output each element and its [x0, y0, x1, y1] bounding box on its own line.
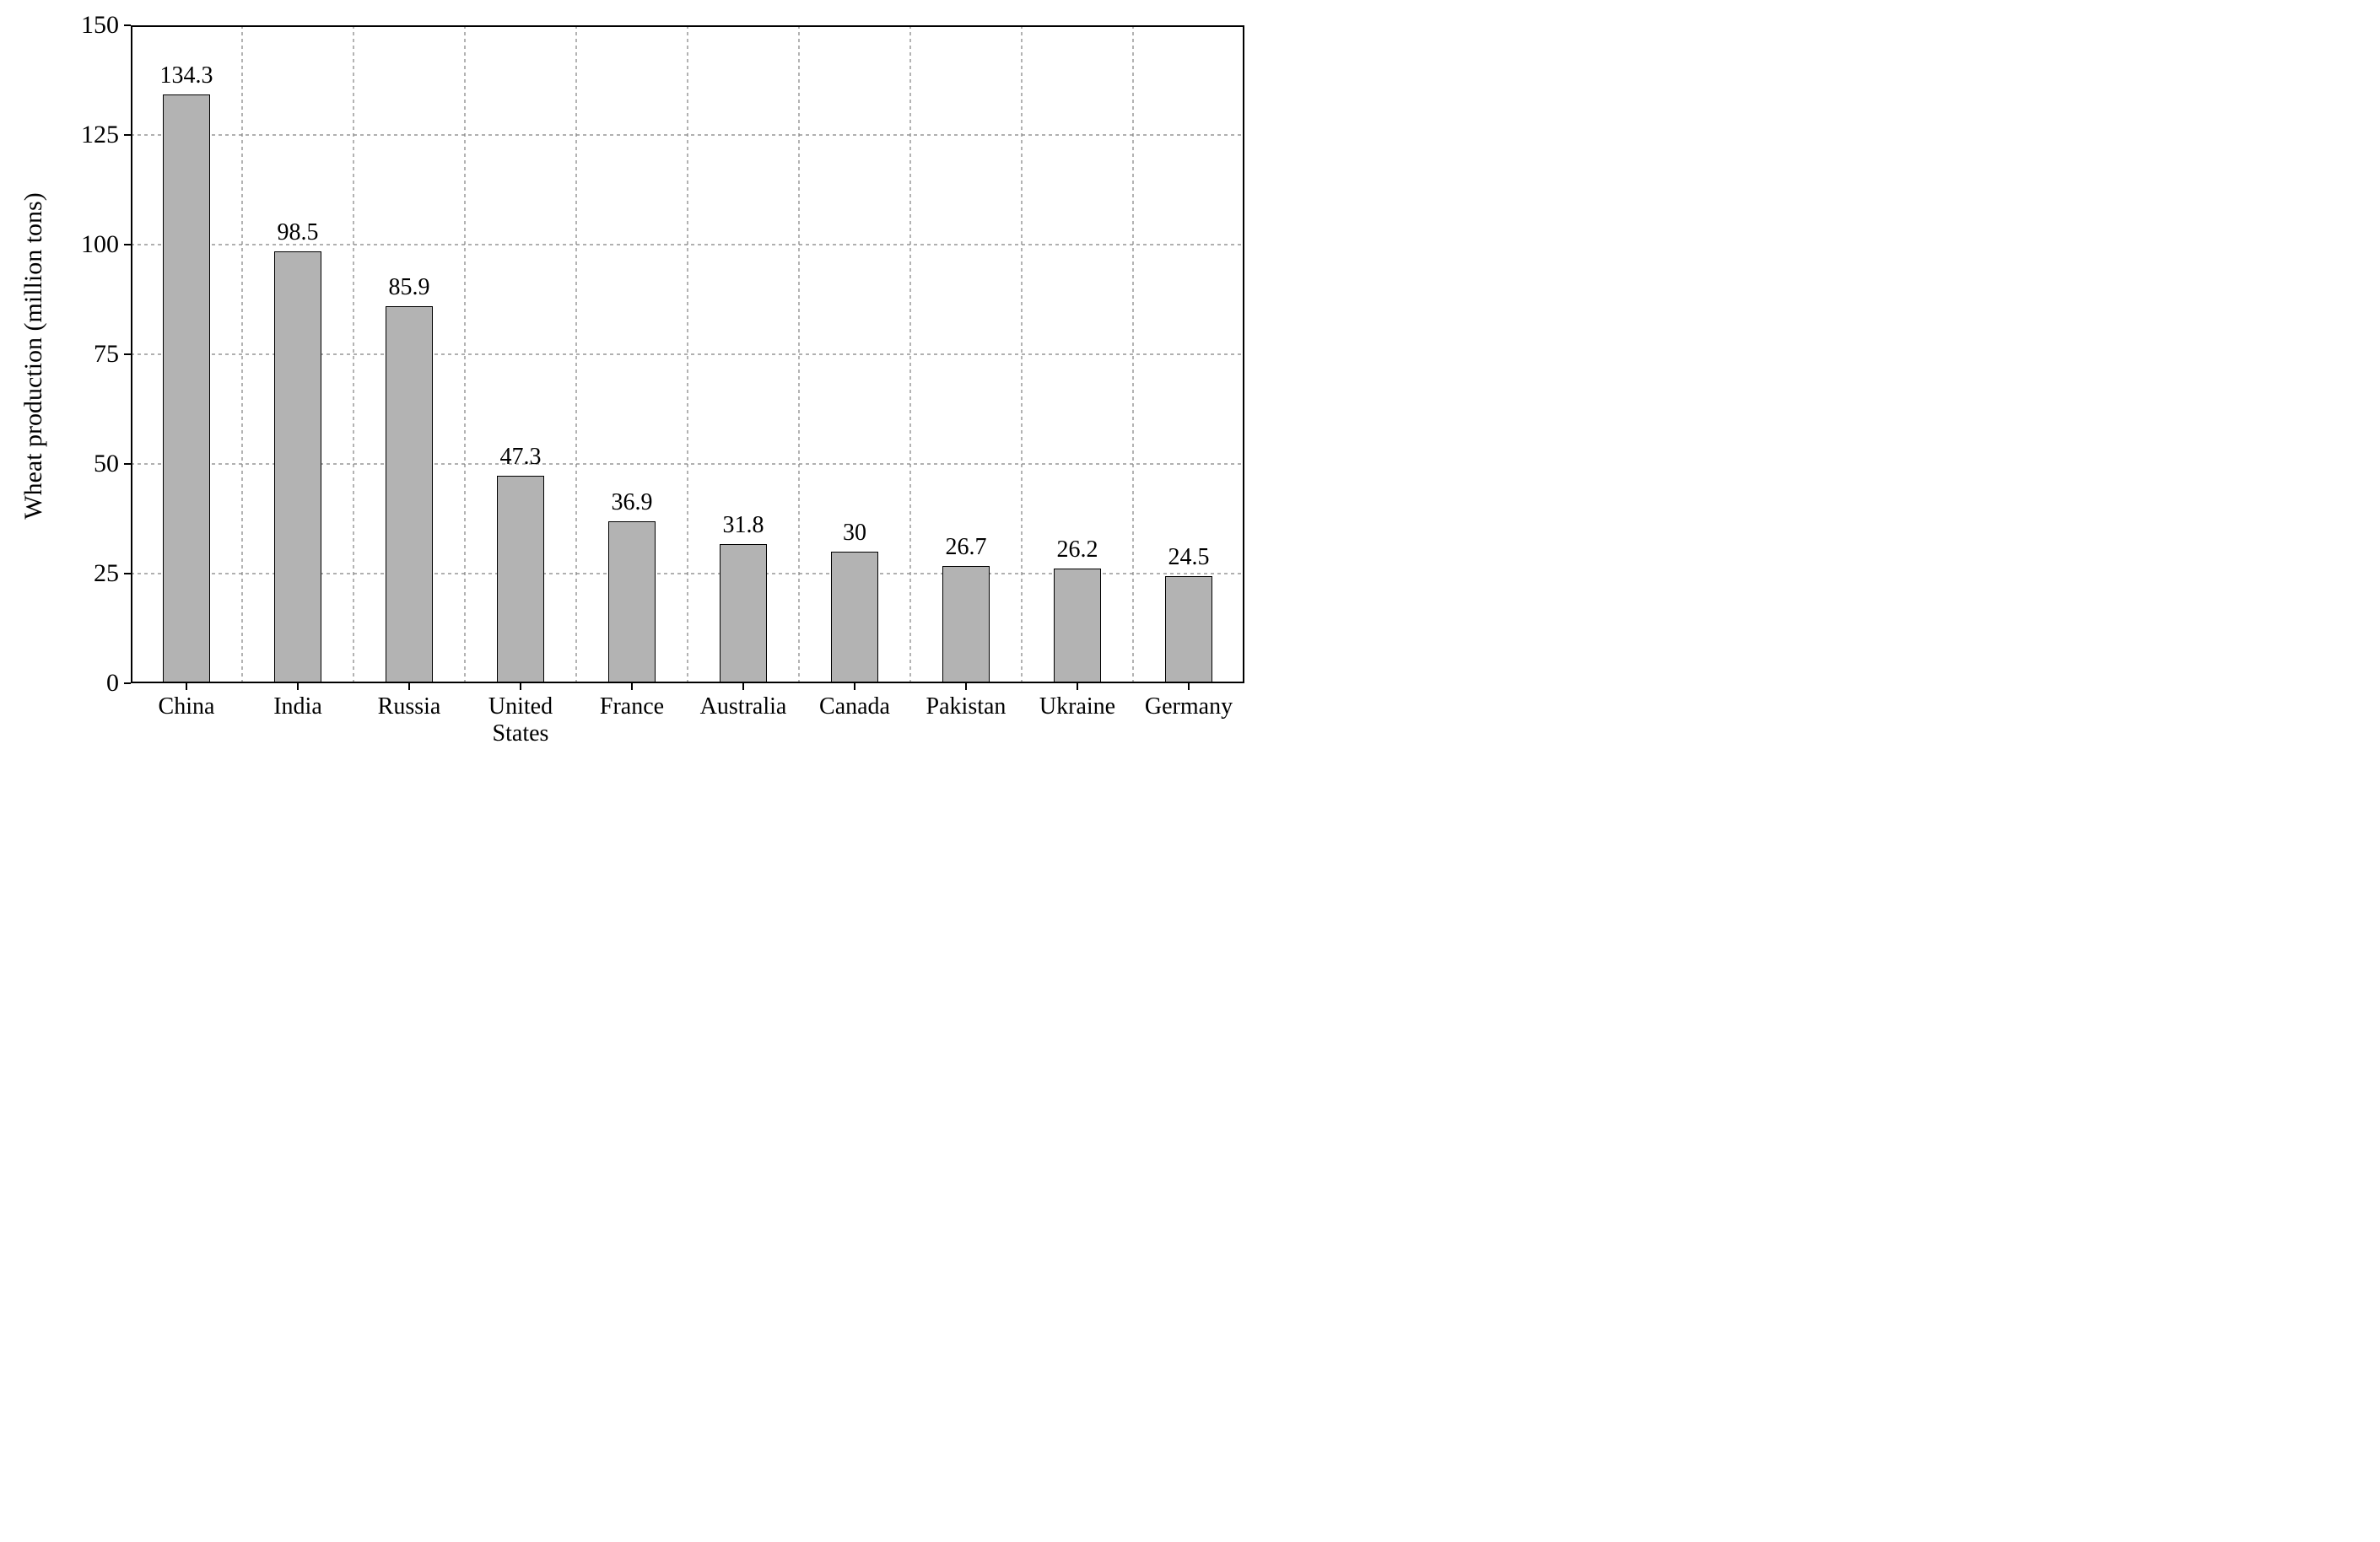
bar-value-label: 24.5	[1138, 544, 1239, 571]
plot-area	[131, 25, 1244, 683]
x-tick-label: China	[127, 693, 246, 720]
wheat-production-chart: Wheat production (million tons) 0 25 50 75 1…	[0, 0, 1282, 793]
x-tick-label: Australia	[683, 693, 803, 720]
x-tick-label: Canada	[795, 693, 915, 720]
x-tick-mark	[965, 683, 967, 690]
y-tick-mark	[124, 463, 131, 465]
y-tick-mark	[124, 244, 131, 245]
bar-value-label: 26.2	[1027, 536, 1128, 563]
y-axis-label: Wheat production (million tons)	[19, 27, 48, 685]
x-tick-label: India	[238, 693, 358, 720]
y-tick-label: 25	[51, 559, 119, 588]
bar	[1054, 569, 1100, 683]
y-tick-label: 75	[51, 340, 119, 369]
y-tick-mark	[124, 682, 131, 684]
bars-container	[131, 25, 1244, 683]
bar	[163, 94, 209, 683]
bar-value-label: 134.3	[136, 62, 237, 89]
y-tick-mark	[124, 24, 131, 26]
y-tick-label: 0	[51, 669, 119, 698]
y-tick-mark	[124, 353, 131, 355]
x-tick-mark	[520, 683, 521, 690]
bar	[942, 566, 989, 683]
bar-value-label: 36.9	[581, 489, 683, 516]
bar	[608, 521, 655, 683]
y-tick-mark	[124, 573, 131, 574]
y-tick-label: 150	[51, 11, 119, 40]
y-tick-label: 125	[51, 121, 119, 149]
x-tick-mark	[297, 683, 299, 690]
bar-value-label: 85.9	[359, 274, 460, 301]
x-tick-label: Pakistan	[906, 693, 1026, 720]
y-tick-mark	[124, 134, 131, 136]
x-tick-mark	[742, 683, 744, 690]
bar-value-label: 47.3	[470, 444, 571, 471]
x-tick-label: Germany	[1129, 693, 1249, 720]
bar-value-label: 31.8	[693, 512, 794, 539]
x-tick-mark	[631, 683, 633, 690]
bar	[274, 251, 321, 683]
x-tick-mark	[854, 683, 855, 690]
x-tick-mark	[408, 683, 410, 690]
bar-value-label: 26.7	[915, 534, 1017, 561]
x-tick-label: Ukraine	[1017, 693, 1137, 720]
bar	[1165, 576, 1212, 683]
x-tick-mark	[186, 683, 187, 690]
x-tick-label: France	[572, 693, 692, 720]
x-tick-mark	[1077, 683, 1078, 690]
bar	[497, 476, 543, 683]
x-tick-label: UnitedStates	[461, 693, 580, 747]
y-tick-label: 50	[51, 450, 119, 478]
y-tick-label: 100	[51, 230, 119, 259]
bar	[720, 544, 766, 683]
bar-value-label: 30	[804, 520, 905, 547]
bar	[386, 306, 432, 683]
bar	[831, 552, 877, 683]
x-tick-label: Russia	[349, 693, 469, 720]
x-tick-mark	[1188, 683, 1190, 690]
bar-value-label: 98.5	[247, 219, 348, 246]
